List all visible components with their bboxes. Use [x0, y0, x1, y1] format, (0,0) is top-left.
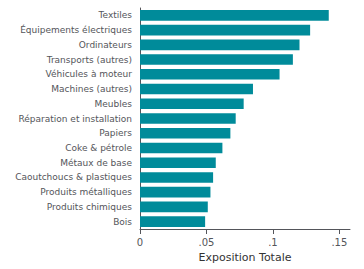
- svg-text:Transports (autres): Transports (autres): [46, 55, 132, 65]
- svg-text:Coke & pétrole: Coke & pétrole: [65, 143, 132, 153]
- svg-text:.05: .05: [199, 237, 215, 248]
- svg-text:0: 0: [137, 237, 143, 248]
- svg-text:Véhicules à moteur: Véhicules à moteur: [45, 69, 132, 79]
- svg-text:Produits métalliques: Produits métalliques: [40, 187, 132, 197]
- svg-text:Machines (autres): Machines (autres): [51, 84, 132, 94]
- svg-text:Ordinateurs: Ordinateurs: [79, 40, 133, 50]
- svg-text:Exposition Totale: Exposition Totale: [199, 251, 292, 264]
- svg-text:.1: .1: [268, 237, 278, 248]
- svg-text:Caoutchoucs & plastiques: Caoutchoucs & plastiques: [15, 172, 132, 182]
- svg-text:Produits chimiques: Produits chimiques: [47, 202, 133, 212]
- svg-text:Bois: Bois: [113, 217, 132, 227]
- svg-text:Métaux de base: Métaux de base: [60, 158, 132, 168]
- svg-text:Textiles: Textiles: [98, 10, 133, 20]
- svg-text:Équipements électriques: Équipements électriques: [20, 24, 132, 35]
- svg-text:Meubles: Meubles: [95, 99, 133, 109]
- svg-text:.15: .15: [331, 237, 347, 248]
- svg-text:Papiers: Papiers: [99, 128, 132, 138]
- svg-text:Réparation et installation: Réparation et installation: [18, 114, 132, 124]
